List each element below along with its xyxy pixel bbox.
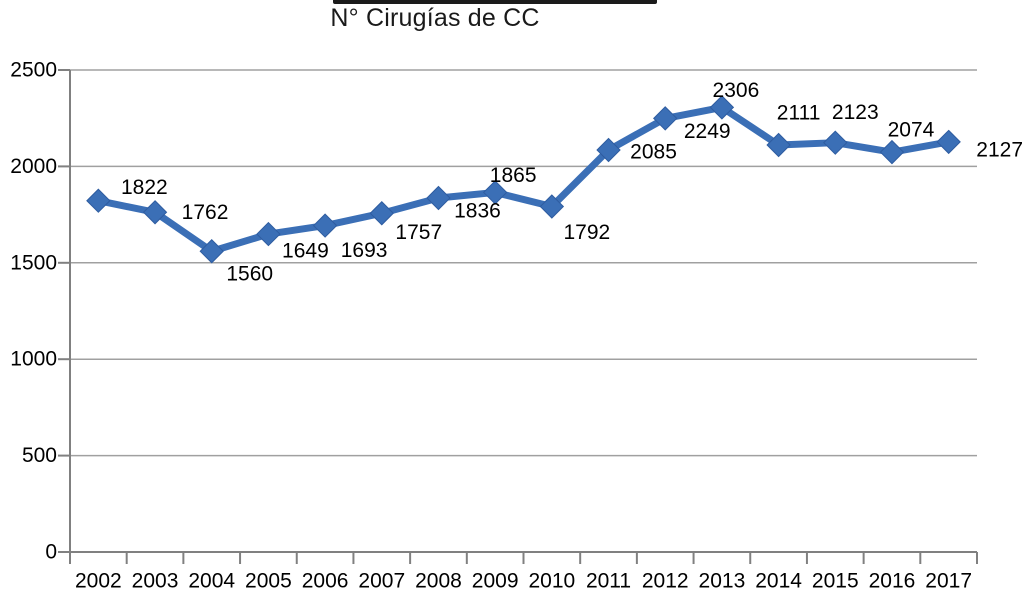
data-point-marker bbox=[823, 130, 848, 155]
data-label: 2111 bbox=[777, 101, 821, 124]
data-label: 1762 bbox=[182, 201, 229, 224]
data-point-marker bbox=[596, 137, 621, 163]
data-label: 2127 bbox=[976, 138, 1023, 161]
y-tick-label: 500 bbox=[22, 444, 57, 467]
cropped-element-edge-bar bbox=[333, 0, 657, 4]
y-tick-label: 1000 bbox=[10, 348, 57, 371]
series-polyline bbox=[94, 103, 953, 255]
x-tick-label: 2015 bbox=[812, 570, 859, 593]
y-tick-label: 2500 bbox=[10, 59, 57, 82]
x-tick-label: 2012 bbox=[642, 570, 689, 593]
data-label: 1693 bbox=[341, 239, 388, 262]
data-point-marker bbox=[312, 213, 338, 238]
data-label: 1836 bbox=[454, 200, 501, 223]
data-point-marker bbox=[199, 239, 224, 264]
data-point-marker bbox=[539, 194, 565, 219]
chart-title: N° Cirugías de CC bbox=[330, 4, 540, 32]
data-point-marker bbox=[369, 201, 394, 226]
y-tick-label: 1500 bbox=[10, 251, 57, 274]
data-label: 2306 bbox=[713, 79, 760, 102]
x-tick-label: 2007 bbox=[358, 570, 405, 593]
x-tick-label: 2003 bbox=[132, 570, 179, 593]
data-point-marker bbox=[426, 185, 451, 211]
y-tick-label: 2000 bbox=[10, 155, 57, 178]
gridlines bbox=[70, 69, 977, 457]
data-label: 2074 bbox=[888, 119, 935, 142]
x-tick-label: 2013 bbox=[699, 570, 746, 593]
x-tick-labels: 2002 2003 2004 2005 2006 2007 2008 2009 2010 2011… bbox=[75, 570, 972, 593]
x-tick-label: 2008 bbox=[415, 570, 462, 593]
series-markers bbox=[86, 95, 961, 264]
data-label: 1822 bbox=[121, 176, 168, 199]
data-label: 2249 bbox=[684, 120, 731, 143]
data-point-marker bbox=[142, 200, 168, 225]
data-label: 2085 bbox=[630, 141, 677, 164]
x-tick-label: 2005 bbox=[245, 570, 292, 593]
data-label: 1649 bbox=[282, 240, 329, 263]
y-tick-label: 0 bbox=[45, 541, 57, 564]
x-tick-label: 2006 bbox=[302, 570, 349, 593]
x-tick-label: 2016 bbox=[869, 570, 916, 593]
x-tick-label: 2011 bbox=[586, 570, 631, 593]
data-point-marker bbox=[766, 132, 791, 158]
data-point-marker bbox=[256, 221, 281, 247]
data-label: 2123 bbox=[832, 101, 879, 124]
data-labels: 1822 1762 1560 1649 1693 1757 1836 1865 1792 2085… bbox=[121, 79, 1023, 286]
tick-marks bbox=[58, 69, 978, 564]
y-tick-labels: 0 500 1000 1500 2000 2500 bbox=[10, 59, 57, 564]
x-tick-label: 2014 bbox=[755, 570, 802, 593]
data-label: 1757 bbox=[395, 221, 442, 244]
data-label: 1792 bbox=[563, 221, 610, 244]
data-point-marker bbox=[86, 188, 111, 213]
data-point-marker bbox=[709, 95, 735, 120]
x-tick-label: 2002 bbox=[75, 570, 122, 593]
data-label: 1865 bbox=[490, 164, 537, 187]
data-label: 1560 bbox=[226, 263, 273, 286]
data-point-marker bbox=[879, 139, 905, 165]
x-tick-label: 2010 bbox=[528, 570, 575, 593]
data-point-marker bbox=[653, 106, 678, 131]
x-tick-label: 2017 bbox=[925, 570, 972, 593]
data-point-marker bbox=[936, 129, 961, 155]
x-tick-label: 2004 bbox=[188, 570, 235, 593]
x-tick-label: 2009 bbox=[472, 570, 519, 593]
data-point-marker bbox=[482, 180, 508, 205]
series-line bbox=[94, 103, 953, 255]
